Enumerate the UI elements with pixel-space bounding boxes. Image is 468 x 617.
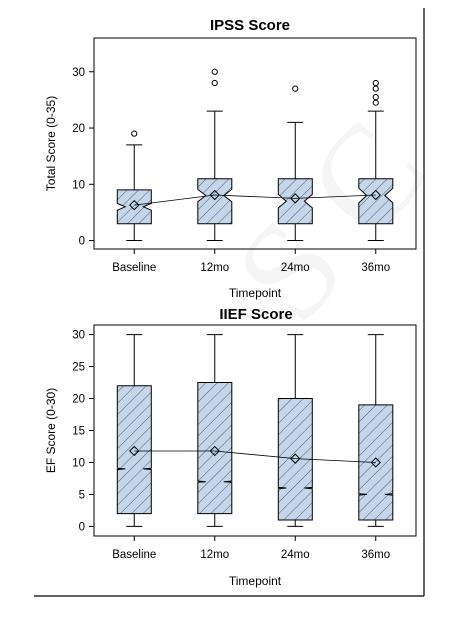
notched-box	[197, 382, 233, 515]
mean-marker	[129, 199, 140, 211]
iief-y-tick-label: 10	[72, 457, 85, 469]
ipss-y-label: Total Score (0-35)	[44, 96, 58, 191]
iief-x-label: Timepoint	[229, 574, 282, 588]
mean-marker	[370, 457, 381, 468]
iief-y-tick-label: 5	[79, 489, 85, 501]
notched-box	[277, 398, 313, 521]
mean-marker	[290, 193, 301, 204]
outlier-point	[372, 79, 379, 87]
iief-y-tick-label: 30	[72, 330, 85, 342]
mean-marker	[370, 189, 381, 201]
iief-x-tick-label: 12mo	[200, 549, 229, 561]
outlier-point	[211, 68, 218, 75]
iief-title: IIEF Score	[219, 306, 292, 323]
iief-y-axis: 0 5 10 15 20 25 30	[72, 330, 94, 533]
iief-y-tick-label: 0	[79, 521, 85, 533]
ipss-title: IPSS Score	[210, 17, 290, 34]
iief-y-tick-label: 15	[72, 426, 85, 438]
mean-marker	[209, 445, 220, 457]
ipss-box-12mo	[197, 68, 233, 242]
ipss-mean-line	[134, 194, 376, 206]
ipss-plot-frame	[93, 37, 417, 250]
iief-x-axis: Baseline 12mo 24mo 36mo	[112, 536, 390, 561]
ipss-box-36mo	[358, 79, 394, 242]
ipss-y-tick-label: 20	[72, 123, 85, 135]
ipss-x-axis: Baseline 12mo 24mo 36mo	[112, 249, 390, 274]
outlier-point	[211, 79, 218, 87]
iief-y-tick-label: 25	[72, 362, 85, 374]
notched-box	[116, 189, 152, 225]
ipss-box-baseline	[116, 130, 152, 242]
iief-y-tick-label: 20	[72, 394, 85, 406]
ipss-x-label: Timepoint	[229, 286, 282, 300]
notched-box	[277, 178, 313, 225]
iief-x-tick-label: Baseline	[112, 549, 156, 561]
mean-marker	[129, 445, 140, 457]
iief-box-12mo	[197, 334, 233, 527]
ipss-y-tick-label: 10	[72, 179, 85, 191]
ipss-box-24mo	[277, 85, 313, 242]
iief-box-24mo	[277, 334, 313, 527]
ipss-y-tick-label: 30	[72, 67, 85, 79]
iief-box-baseline	[116, 334, 152, 527]
outlier-point	[131, 130, 138, 137]
iief-y-label: EF Score (0-30)	[44, 388, 58, 473]
outlier-point	[372, 85, 379, 92]
iief-means	[129, 445, 381, 468]
notched-box	[197, 178, 233, 225]
mean-marker	[209, 189, 220, 201]
iief-x-tick-label: 36mo	[361, 549, 390, 561]
ipss-x-tick-label: Baseline	[112, 262, 156, 274]
mean-marker	[290, 453, 301, 464]
outlier-point	[292, 85, 299, 92]
notched-box	[116, 385, 152, 515]
iief-mean-line	[134, 450, 376, 463]
ipss-means	[129, 189, 381, 211]
iief-panel: IIEF Score 0 5 10 15 20 25 30 Baseline 12mo 24mo…	[44, 306, 417, 588]
ipss-x-tick-label: 24mo	[281, 262, 310, 274]
outlier-point	[372, 93, 379, 101]
ipss-boxes	[116, 68, 394, 242]
ipss-x-tick-label: 12mo	[200, 262, 229, 274]
ipss-x-tick-label: 36mo	[361, 262, 390, 274]
ipss-y-axis: 0 10 20 30	[72, 67, 94, 248]
ipss-y-tick-label: 0	[79, 236, 85, 248]
notched-box	[358, 178, 394, 225]
outlier-point	[372, 99, 379, 106]
iief-x-tick-label: 24mo	[281, 549, 310, 561]
